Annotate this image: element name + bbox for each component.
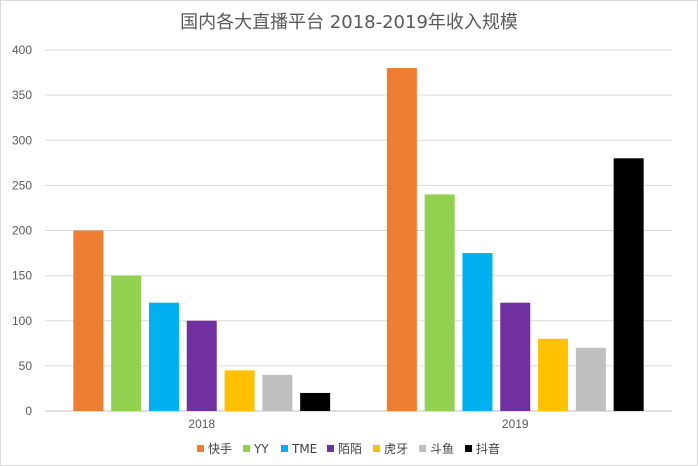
y-tick-label: 300 (12, 133, 32, 147)
legend-item: TME (281, 442, 317, 456)
y-tick-label: 0 (25, 404, 32, 418)
bar-2018-6 (300, 392, 331, 411)
legend-item: 斗鱼 (419, 442, 454, 456)
legend-label: 斗鱼 (430, 442, 454, 456)
chart-title: 国内各大直播平台 2018-2019年收入规模 (180, 12, 518, 33)
x-tick-label: 2019 (502, 417, 529, 431)
legend-swatch (281, 445, 288, 452)
bar-2019-0 (386, 68, 417, 412)
legend-item: 抖音 (465, 441, 500, 456)
bar-2019-3 (500, 302, 531, 411)
legend-label: 抖音 (476, 441, 500, 456)
y-tick-label: 350 (12, 88, 32, 102)
bar-2019-1 (424, 194, 455, 411)
legend-label: 陌陌 (338, 442, 362, 456)
bar-2018-0 (73, 230, 104, 411)
legend-item: 虎牙 (373, 442, 408, 456)
legend-label: TME (291, 442, 317, 456)
bar-2019-5 (575, 347, 606, 411)
y-axis-ticks: 0 50 100 150 200 250 300 350 400 (12, 43, 32, 418)
y-tick-label: 100 (12, 314, 32, 328)
legend-item: YY (243, 442, 269, 456)
y-tick-label: 250 (12, 178, 32, 192)
bar-2018-2 (148, 302, 179, 411)
y-tick-label: 150 (12, 269, 32, 283)
bar-2019-4 (538, 338, 569, 411)
legend-item: 陌陌 (327, 442, 362, 456)
bar-2018-1 (111, 275, 142, 411)
y-tick-label: 200 (12, 224, 32, 238)
legend-swatch (419, 445, 426, 452)
bars (73, 68, 644, 412)
y-tick-label: 50 (19, 359, 33, 373)
gridlines (45, 49, 672, 412)
x-tick-label: 2018 (188, 417, 215, 431)
x-axis-ticks: 2018 2019 (188, 417, 529, 431)
legend-label: 虎牙 (384, 442, 408, 456)
legend-swatch (373, 445, 380, 452)
legend-label: YY (253, 442, 269, 456)
legend: 快手 YY TME 陌陌 虎牙 斗鱼 抖音 (197, 441, 500, 456)
legend-swatch (465, 445, 472, 452)
legend-label: 快手 (208, 442, 232, 456)
bar-2018-3 (186, 320, 217, 411)
bar-2018-5 (262, 374, 293, 411)
bar-2018-4 (224, 370, 255, 411)
legend-item: 快手 (197, 442, 232, 456)
legend-swatch (243, 445, 250, 452)
legend-swatch (197, 445, 204, 452)
legend-swatch (327, 445, 334, 452)
bar-2019-2 (462, 253, 493, 411)
y-tick-label: 400 (12, 43, 32, 57)
bar-2019-6 (613, 158, 644, 411)
